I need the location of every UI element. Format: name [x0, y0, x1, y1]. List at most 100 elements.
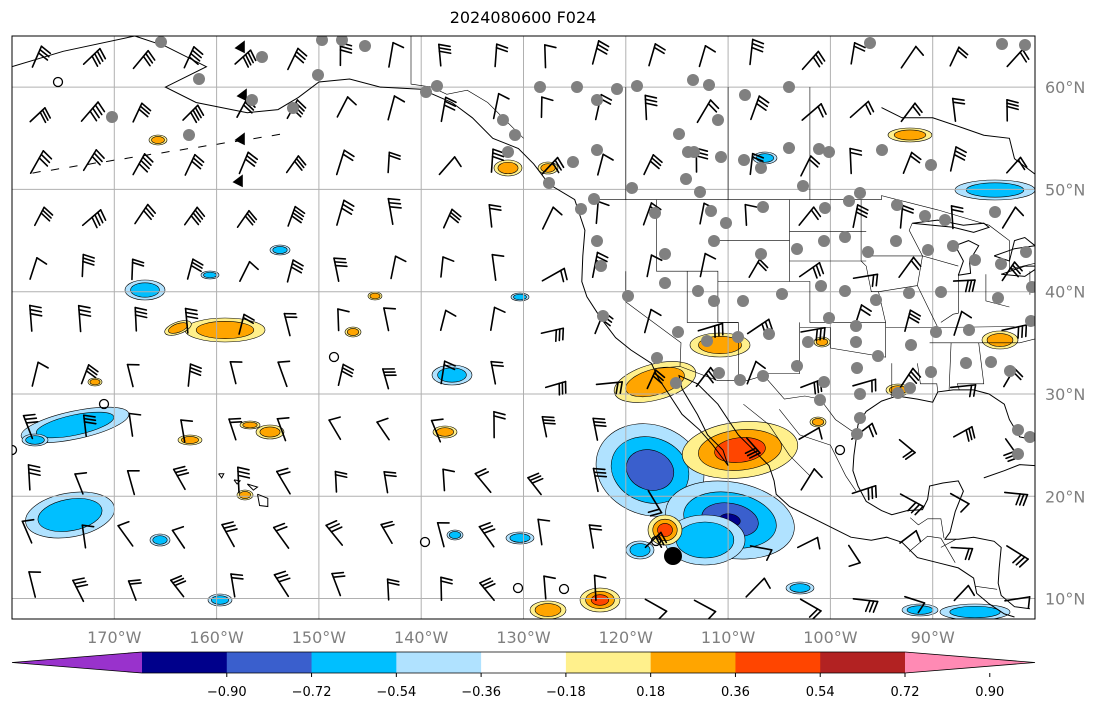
latitude-label: 30°N: [1045, 385, 1085, 404]
wind-barb: [285, 155, 307, 174]
wind-barb: [169, 575, 187, 598]
wind-barb: [949, 492, 970, 513]
wind-barb: [184, 153, 205, 176]
wind-barb: [380, 520, 395, 545]
shade-contour: [89, 378, 101, 386]
wind-barb: [390, 255, 407, 280]
shaded-region: [664, 514, 746, 566]
wind-barb: [850, 42, 866, 65]
station-dot: [755, 162, 767, 174]
shaded-region: [200, 270, 220, 280]
wind-barb: [949, 146, 967, 172]
wind-barb: [439, 309, 457, 332]
station-dot: [688, 146, 700, 158]
wind-barb: [799, 598, 822, 619]
wind-barb: [184, 307, 199, 334]
border-line: [655, 366, 860, 437]
wind-barb: [852, 204, 869, 229]
calm-circle: [834, 444, 846, 456]
wind-barb: [328, 416, 342, 441]
station-dot: [420, 86, 432, 98]
border-line: [763, 322, 800, 374]
wind-barb: [383, 470, 397, 494]
station-dot: [672, 326, 684, 338]
longitude-label: 110°W: [701, 628, 756, 647]
wind-barb: [337, 363, 355, 387]
shaded-region: [87, 377, 103, 387]
wind-barb: [234, 49, 257, 68]
station-dot: [708, 235, 720, 247]
wind-barb: [333, 257, 348, 282]
station-dot: [904, 382, 916, 394]
wind-barb: [230, 573, 244, 598]
map-title: 2024080600 F024: [449, 8, 597, 27]
station-dot: [715, 151, 727, 163]
wind-barb: [852, 598, 879, 613]
wind-barb: [1006, 545, 1029, 568]
station-dot: [575, 203, 587, 215]
station-dot: [1012, 448, 1024, 460]
wind-pennant: [232, 174, 243, 188]
station-dot: [922, 244, 934, 256]
colorbar-segment: [226, 652, 313, 673]
wind-barb: [847, 544, 861, 568]
longitude-labels: 170°W 160°W 150°W 140°W 130°W 120°W 110°W 100°W…: [87, 628, 955, 647]
station-dot: [930, 326, 942, 338]
station-dot: [905, 339, 917, 351]
calm-circles: [12, 76, 846, 595]
wind-barb: [172, 465, 190, 491]
shade-contour: [259, 426, 281, 438]
colorbar-tick-label: 0.90: [975, 685, 1004, 700]
island: [50, 168, 60, 171]
wind-barb: [488, 204, 502, 228]
border-line: [937, 326, 1015, 328]
wind-barb: [899, 493, 924, 516]
colorbar: −0.90 −0.72 −0.54 −0.36 −0.18 0.18 0.36 0.54 0.7…: [11, 651, 1036, 700]
station-dot: [903, 287, 915, 299]
station-dot: [359, 40, 371, 52]
wind-barb: [951, 97, 966, 123]
shaded-region: [505, 531, 535, 545]
shaded-region: [446, 529, 464, 541]
wind-barb: [1001, 206, 1025, 229]
station-dot: [783, 81, 795, 93]
island: [253, 136, 262, 140]
station-dot: [996, 38, 1008, 50]
station-dot: [851, 428, 863, 440]
wind-barb: [440, 360, 456, 385]
station-dot: [622, 290, 634, 302]
colorbar-segment: [481, 652, 567, 673]
station-dot: [659, 248, 671, 260]
wind-barb: [442, 468, 456, 492]
border-line: [929, 338, 1035, 344]
wind-barb: [228, 417, 243, 441]
shade-contour: [346, 328, 360, 336]
wind-barb: [541, 156, 565, 175]
shade-contour: [497, 161, 519, 175]
island: [87, 162, 96, 165]
colorbar-tick-label: −0.18: [546, 685, 586, 700]
wind-barb: [800, 326, 826, 342]
longitude-label: 130°W: [496, 628, 551, 647]
coastline: [12, 36, 1015, 618]
station-dot: [839, 285, 851, 297]
wind-barb: [440, 576, 453, 601]
station-dot: [626, 182, 638, 194]
wind-barb: [127, 579, 142, 601]
wind-barb: [132, 153, 154, 176]
wind-barb: [29, 107, 52, 124]
station-dot: [757, 201, 769, 213]
colorbar-segment: [735, 652, 821, 673]
station-dot: [947, 240, 959, 252]
wind-barb: [1001, 261, 1023, 282]
colorbar-tick-label: 0.18: [636, 685, 665, 700]
wind-barb: [440, 96, 457, 123]
colorbar-segment: [650, 652, 736, 673]
island: [106, 159, 115, 163]
wind-barb: [376, 417, 390, 441]
wind-barb: [183, 206, 206, 226]
wind-barb: [273, 570, 291, 598]
station-dot: [631, 80, 643, 92]
wind-barb: [697, 322, 724, 338]
wind-barb: [132, 49, 156, 70]
